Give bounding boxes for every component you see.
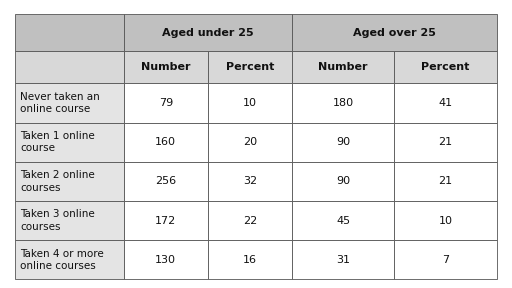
Bar	[15, 52, 124, 83]
Text: Taken 4 or more
online courses: Taken 4 or more online courses	[20, 249, 104, 271]
Bar	[124, 240, 208, 279]
Text: Taken 1 online
course: Taken 1 online course	[20, 131, 95, 153]
Bar	[15, 14, 124, 52]
Bar	[292, 240, 394, 279]
Text: 79: 79	[159, 98, 173, 108]
Bar	[394, 240, 497, 279]
Bar	[208, 201, 292, 240]
Text: Aged over 25: Aged over 25	[353, 28, 436, 38]
Bar	[394, 162, 497, 201]
Bar	[124, 14, 292, 52]
Text: 180: 180	[333, 98, 354, 108]
Bar	[15, 122, 124, 162]
Bar	[15, 240, 124, 279]
Text: 32: 32	[243, 176, 257, 186]
Bar	[394, 122, 497, 162]
Text: Never taken an
online course: Never taken an online course	[20, 92, 100, 114]
Bar	[394, 83, 497, 122]
Text: 21: 21	[438, 176, 453, 186]
Bar	[292, 201, 394, 240]
Bar	[15, 83, 124, 122]
Bar	[124, 52, 208, 83]
Bar	[208, 162, 292, 201]
Text: 256: 256	[155, 176, 176, 186]
Bar	[208, 52, 292, 83]
Text: Taken 3 online
courses: Taken 3 online courses	[20, 209, 95, 232]
Bar	[208, 83, 292, 122]
Text: 16: 16	[243, 255, 257, 265]
Bar	[208, 122, 292, 162]
Text: Aged under 25: Aged under 25	[162, 28, 253, 38]
Bar	[292, 83, 394, 122]
Text: 130: 130	[155, 255, 176, 265]
Bar	[124, 83, 208, 122]
Bar	[292, 14, 497, 52]
Bar	[292, 52, 394, 83]
Bar	[124, 162, 208, 201]
Text: 160: 160	[155, 137, 176, 147]
Text: 172: 172	[155, 215, 177, 226]
Text: 10: 10	[438, 215, 453, 226]
Text: Number: Number	[318, 62, 368, 72]
Bar	[124, 122, 208, 162]
Bar	[15, 201, 124, 240]
Text: Taken 2 online
courses: Taken 2 online courses	[20, 170, 95, 192]
Bar	[292, 122, 394, 162]
Text: 7: 7	[442, 255, 449, 265]
Text: 20: 20	[243, 137, 257, 147]
Text: 90: 90	[336, 176, 350, 186]
Bar	[15, 162, 124, 201]
Text: 21: 21	[438, 137, 453, 147]
Bar	[292, 162, 394, 201]
Text: 22: 22	[243, 215, 257, 226]
Bar	[208, 240, 292, 279]
Text: 31: 31	[336, 255, 350, 265]
Text: Percent: Percent	[226, 62, 274, 72]
Bar	[124, 201, 208, 240]
Bar	[394, 201, 497, 240]
Bar	[394, 52, 497, 83]
Text: 45: 45	[336, 215, 350, 226]
Text: Number: Number	[141, 62, 190, 72]
Text: 41: 41	[438, 98, 453, 108]
Text: 90: 90	[336, 137, 350, 147]
Text: Percent: Percent	[421, 62, 470, 72]
Text: 10: 10	[243, 98, 257, 108]
